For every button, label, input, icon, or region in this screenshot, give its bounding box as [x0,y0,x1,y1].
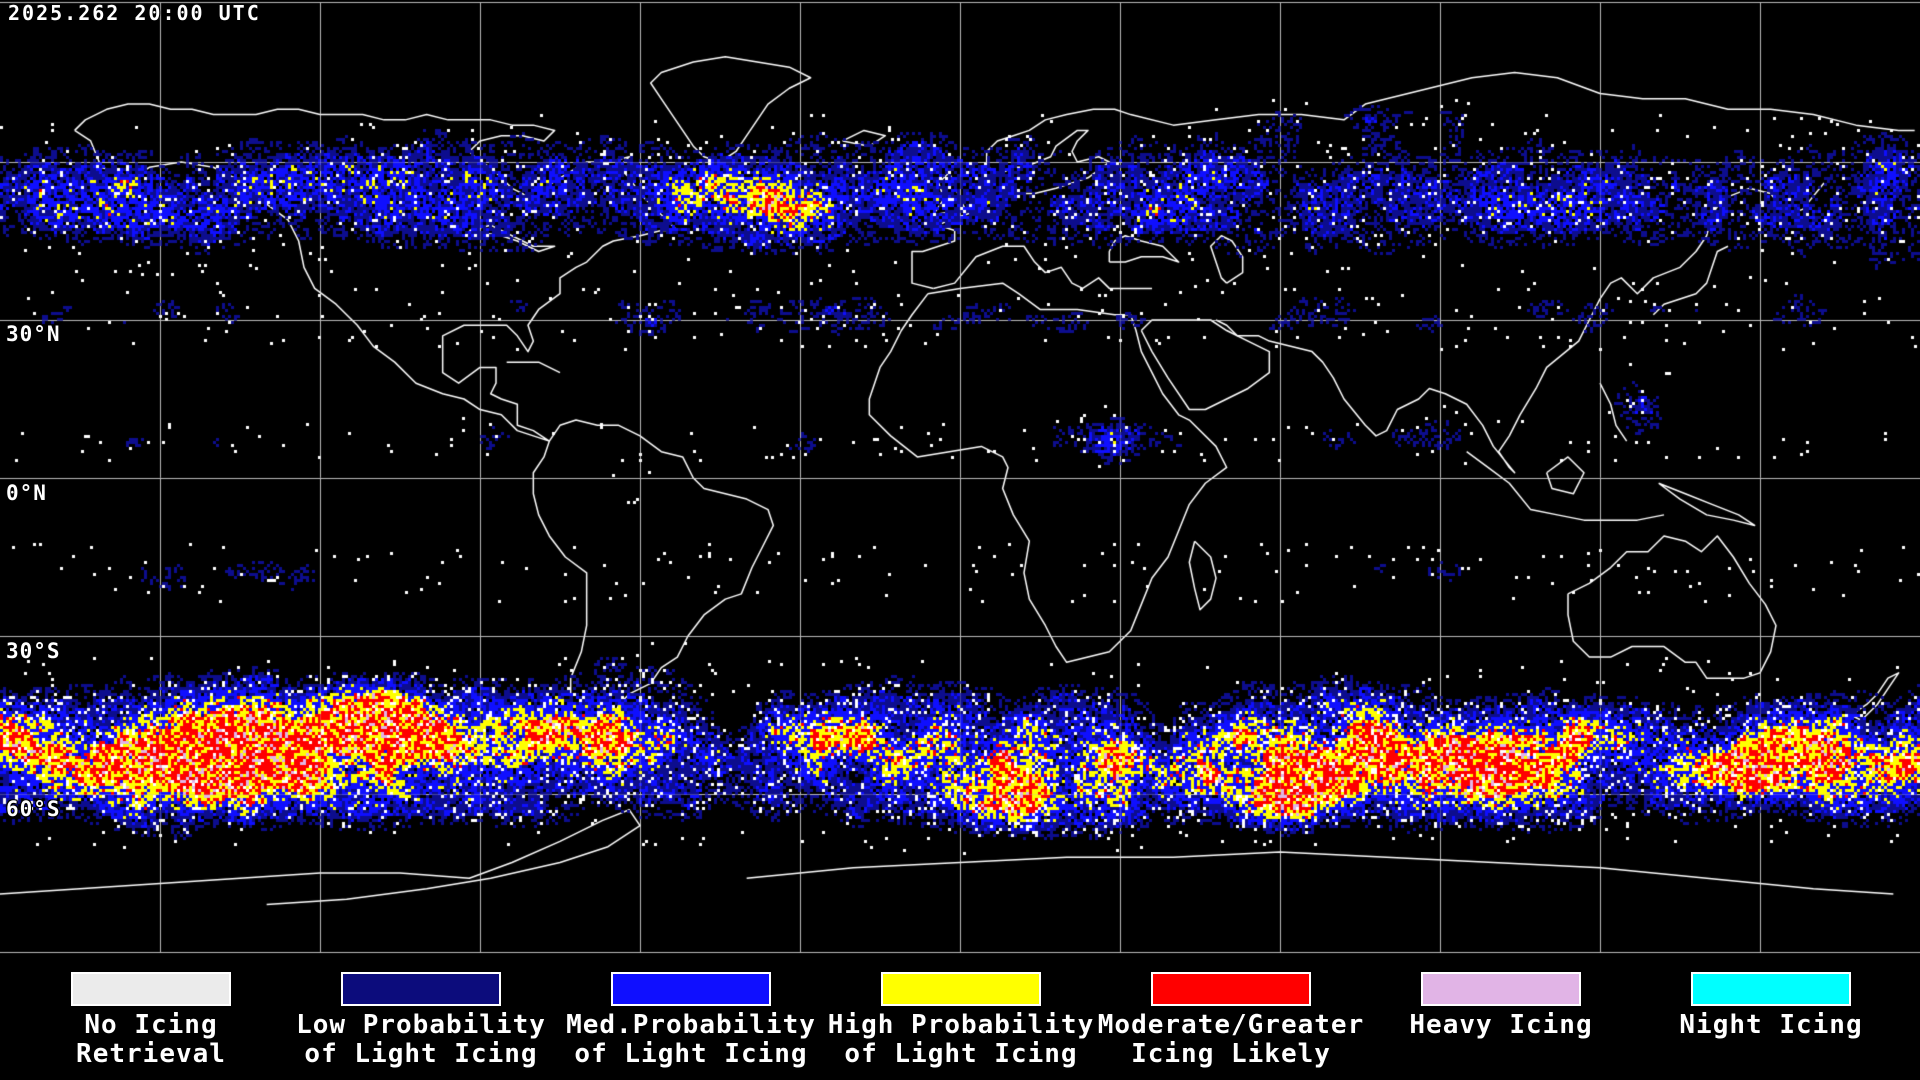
legend-label: No Icing [84,1010,218,1040]
legend-label: Low Probability [296,1010,546,1040]
legend-swatch-night-icing [1691,972,1851,1006]
latitude-label-30s: 30°S [6,639,61,663]
legend-entry-no-icing: No Icing Retrieval [16,972,286,1069]
legend-entry-high-probability: High Probability of Light Icing [826,972,1096,1069]
legend-swatch-heavy-icing [1421,972,1581,1006]
latitude-label-0n: 0°N [6,481,47,505]
legend-label: High Probability [827,1010,1095,1040]
legend-swatch-high-probability [881,972,1041,1006]
legend-label: Med.Probability [566,1010,816,1040]
latitude-label-30n: 30°N [6,322,61,346]
legend-swatch-med-probability [611,972,771,1006]
legend-label: Icing Likely [1131,1039,1331,1069]
legend-label: of Light Icing [844,1039,1078,1069]
latitude-label-60s: 60°S [6,797,61,821]
legend-entry-moderate-greater: Moderate/Greater Icing Likely [1096,972,1366,1069]
legend-label: Moderate/Greater [1097,1010,1365,1040]
legend-swatch-moderate-greater [1151,972,1311,1006]
legend-bar: No Icing Retrieval Low Probability of Li… [0,972,1920,1069]
legend-entry-med-probability: Med.Probability of Light Icing [556,972,826,1069]
legend-label: of Light Icing [574,1039,808,1069]
legend-label: Night Icing [1679,1010,1863,1040]
legend-entry-night-icing: Night Icing [1636,972,1906,1069]
legend-entry-low-probability: Low Probability of Light Icing [286,972,556,1069]
legend-label: Retrieval [76,1039,226,1069]
legend-swatch-no-icing [71,972,231,1006]
legend-label: Heavy Icing [1409,1010,1593,1040]
timestamp-label: 2025.262 20:00 UTC [8,1,261,25]
legend-swatch-low-probability [341,972,501,1006]
legend-entry-heavy-icing: Heavy Icing [1366,972,1636,1069]
legend-label: of Light Icing [304,1039,538,1069]
